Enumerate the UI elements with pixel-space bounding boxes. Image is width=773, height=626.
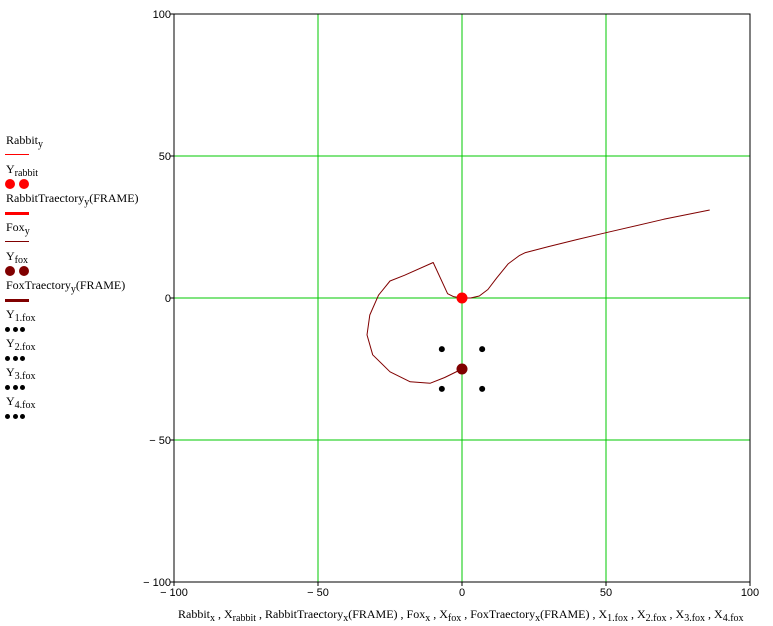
data-point-5	[479, 385, 486, 392]
legend-label-1: Yrabbit	[6, 162, 38, 179]
legend-sub-2: y	[84, 197, 90, 208]
legend-name-8: Y	[6, 365, 15, 379]
legend-swatch-dot-7-1	[12, 355, 18, 361]
x-axis-label-part-13: 1.fox	[607, 613, 628, 624]
x-axis-label-part-18: , X	[705, 607, 723, 621]
tick-labels: − 100 − 50 0 50 100 100 50 0 − 50 − 100	[143, 9, 759, 599]
legend-swatch-dot-6-2	[20, 326, 25, 332]
data-point-2	[438, 346, 445, 353]
legend-suffix-2: (FRAME)	[89, 191, 139, 205]
x-tick-label-0: − 100	[160, 587, 188, 599]
data-point-4	[438, 385, 445, 392]
legend-label-7: Y2.fox	[6, 336, 36, 353]
x-axis-label: Rabbitx , Xrabbit , RabbitTraectoryx(FRA…	[178, 607, 744, 624]
series-layer	[366, 209, 710, 384]
y-tick-label-3: − 50	[149, 435, 171, 447]
legend-label-5: FoxTraectoryy(FRAME)	[6, 278, 125, 295]
legend-sub-7: 2.fox	[14, 342, 36, 353]
x-axis-label-part-14: , X	[628, 607, 646, 621]
legend: Rabbity Yrabbit RabbitTraectoryy(FRAME) Fox…	[0, 0, 175, 626]
legend-name-0: Rabbit	[6, 133, 38, 147]
x-axis-label-part-3: rabbit	[232, 613, 256, 624]
legend-sub-6: 1.fox	[14, 313, 36, 324]
legend-name-5: FoxTraectory	[6, 278, 71, 292]
legend-sub-3: y	[24, 226, 30, 237]
x-axis-label-part-0: Rabbit	[178, 607, 210, 621]
x-axis-label-part-6: (FRAME) , Fox	[348, 607, 426, 621]
legend-swatch-dot-6-1	[12, 326, 18, 332]
y-tick-label-1: 50	[159, 151, 171, 163]
legend-swatch-dot-4-0	[5, 266, 15, 276]
legend-label-4: Yfox	[6, 249, 28, 266]
x-axis-label-part-17: 3.fox	[684, 613, 706, 624]
legend-sub-4: fox	[14, 255, 29, 266]
legend-label-2: RabbitTraectoryy(FRAME)	[6, 191, 139, 208]
x-axis-label-part-15: 2.fox	[645, 613, 667, 624]
legend-swatch-dot-1-0	[5, 179, 15, 189]
legend-name-1: Y	[6, 162, 15, 176]
data-point-1	[456, 363, 468, 375]
legend-sub-9: 4.fox	[14, 400, 36, 411]
legend-name-6: Y	[6, 307, 15, 321]
legend-swatch-dot-9-2	[20, 413, 25, 419]
legend-name-3: Fox	[6, 220, 25, 234]
legend-swatch-line-5	[5, 299, 29, 302]
y-tick-label-4: − 100	[143, 577, 171, 589]
x-axis-label-part-8: , X	[430, 607, 448, 621]
legend-name-9: Y	[6, 394, 15, 408]
x-tick-label-2: 0	[459, 587, 465, 599]
legend-swatch-dot-9-1	[12, 413, 18, 419]
legend-sub-8: 3.fox	[14, 371, 36, 382]
legend-swatch-dot-6-0	[5, 326, 10, 332]
y-tick-label-0: 100	[153, 9, 171, 21]
legend-swatch-dot-8-2	[20, 384, 25, 390]
x-axis-label-part-1: x	[210, 613, 215, 624]
legend-swatch-dot-8-1	[12, 384, 18, 390]
plot-frame	[173, 13, 751, 583]
x-axis-label-part-10: , FoxTraectory	[461, 607, 536, 621]
series-line-0	[366, 209, 710, 384]
legend-swatch-dot-7-0	[5, 355, 10, 361]
legend-label-9: Y4.fox	[6, 394, 36, 411]
legend-label-8: Y3.fox	[6, 365, 36, 382]
x-axis-label-part-2: , X	[215, 607, 233, 621]
x-tick-label-3: 50	[600, 587, 612, 599]
x-tick-label-4: 100	[741, 587, 759, 599]
x-axis-label-part-4: , RabbitTraectory	[256, 607, 344, 621]
legend-label-0: Rabbity	[6, 133, 43, 150]
x-axis-label-part-19: 4.fox	[722, 613, 744, 624]
data-point-0	[456, 292, 468, 304]
legend-swatch-line-2	[5, 212, 29, 215]
legend-sub-5: y	[70, 284, 76, 295]
legend-sub-1: rabbit	[14, 168, 38, 179]
legend-swatch-dot-8-0	[5, 384, 10, 390]
x-axis-label-part-7: x	[425, 613, 431, 624]
legend-suffix-5: (FRAME)	[75, 278, 126, 292]
legend-name-4: Y	[6, 249, 15, 263]
x-axis-label-part-16: , X	[666, 607, 685, 621]
legend-swatch-dot-1-1	[19, 179, 29, 189]
legend-label-3: Foxy	[6, 220, 30, 237]
x-axis-label-part-11: x	[535, 613, 541, 624]
x-axis-label-part-12: (FRAME) , X	[540, 607, 608, 621]
legend-name-2: RabbitTraectory	[6, 191, 85, 205]
marker-layer	[438, 292, 486, 392]
x-tick-label-1: − 50	[307, 587, 329, 599]
legend-swatch-dot-4-1	[19, 266, 29, 276]
legend-swatch-dot-9-0	[5, 413, 10, 419]
y-tick-label-2: 0	[165, 293, 171, 305]
x-axis-label-part-9: fox	[447, 613, 462, 624]
legend-label-6: Y1.fox	[6, 307, 36, 324]
data-point-3	[479, 346, 486, 353]
legend-swatch-dot-7-2	[20, 355, 25, 361]
legend-swatch-line-3	[5, 241, 29, 242]
legend-name-7: Y	[6, 336, 15, 350]
legend-sub-0: y	[38, 139, 43, 150]
legend-swatch-line-0	[5, 154, 29, 155]
x-axis-label-part-5: x	[343, 613, 349, 624]
